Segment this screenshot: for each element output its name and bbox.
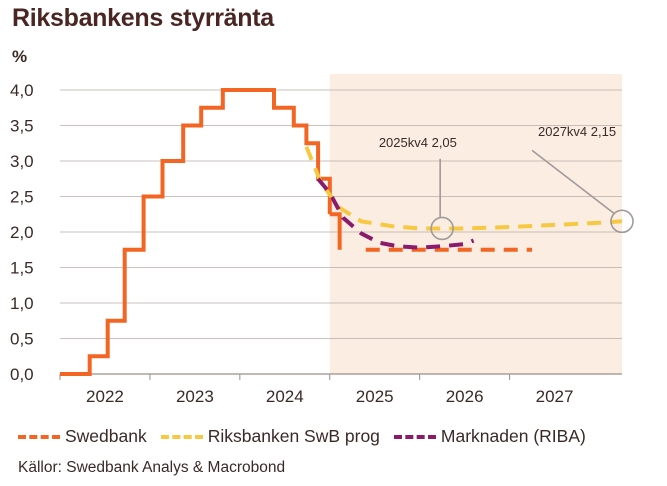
chart-canvas: 0,0 0,5 1,0 1,5 2,0 2,5 3,0 3,5 4,0% 2022 2023 2024… xyxy=(10,47,634,406)
legend-label-riksbanken: Riksbanken SwB prog xyxy=(207,426,380,446)
y-tick-label: 2,5 xyxy=(10,188,34,207)
annotation-label: 2025kv4 2,05 xyxy=(379,135,457,150)
annotation-leader xyxy=(531,149,615,214)
y-axis-unit-label: % xyxy=(12,47,27,66)
legend: Swedbank Riksbanken SwB prog Marknaden (… xyxy=(18,426,600,447)
source-note: Källor: Swedbank Analys & Macrobond xyxy=(18,459,286,476)
legend-label-marknaden: Marknaden (RIBA) xyxy=(440,426,586,446)
series-forecast-step-swedbank xyxy=(329,212,342,250)
y-tick-label: 0,0 xyxy=(10,365,34,384)
y-tick-label: 1,0 xyxy=(10,294,34,313)
y-tick-label: 2,0 xyxy=(10,223,34,242)
grid-layer xyxy=(60,89,622,375)
x-tick-label: 2026 xyxy=(446,387,484,406)
legend-item-marknaden: Marknaden (RIBA) xyxy=(393,426,586,447)
legend-swatch-swedbank xyxy=(18,434,60,439)
annotation-marker xyxy=(430,216,454,241)
x-tick-label: 2027 xyxy=(536,387,574,406)
y-tick-label: 3,5 xyxy=(10,117,34,136)
axis-layer: 0,0 0,5 1,0 1,5 2,0 2,5 3,0 3,5 4,0% 2022 2023 2024… xyxy=(10,47,573,406)
annotation-label: 2027kv4 2,15 xyxy=(538,124,616,139)
legend-item-swedbank: Swedbank xyxy=(18,426,147,447)
legend-swatch-riksbanken xyxy=(160,434,203,439)
forecast-shading-layer xyxy=(329,74,622,374)
series-line-swedbank xyxy=(60,88,332,376)
y-tick-label: 3,0 xyxy=(10,152,34,171)
legend-item-riksbanken: Riksbanken SwB prog xyxy=(160,426,380,447)
forecast-region xyxy=(329,74,622,374)
chart-title: Riksbankens styrränta xyxy=(12,4,274,32)
legend-label-swedbank: Swedbank xyxy=(65,426,147,446)
y-tick-label: 1,5 xyxy=(10,259,34,278)
x-tick-label: 2025 xyxy=(356,387,394,406)
x-tick-label: 2024 xyxy=(266,387,304,406)
legend-swatch-marknaden xyxy=(393,434,436,439)
annotation-layer: 2025kv4 2,05 2027kv4 2,15 xyxy=(379,124,634,241)
y-tick-label: 0,5 xyxy=(10,330,34,349)
y-tick-label: 4,0 xyxy=(10,81,34,100)
x-tick-label: 2022 xyxy=(86,387,124,406)
series-line-marknaden xyxy=(316,177,475,250)
annotation-marker xyxy=(610,209,634,234)
x-tick-label: 2023 xyxy=(176,387,214,406)
